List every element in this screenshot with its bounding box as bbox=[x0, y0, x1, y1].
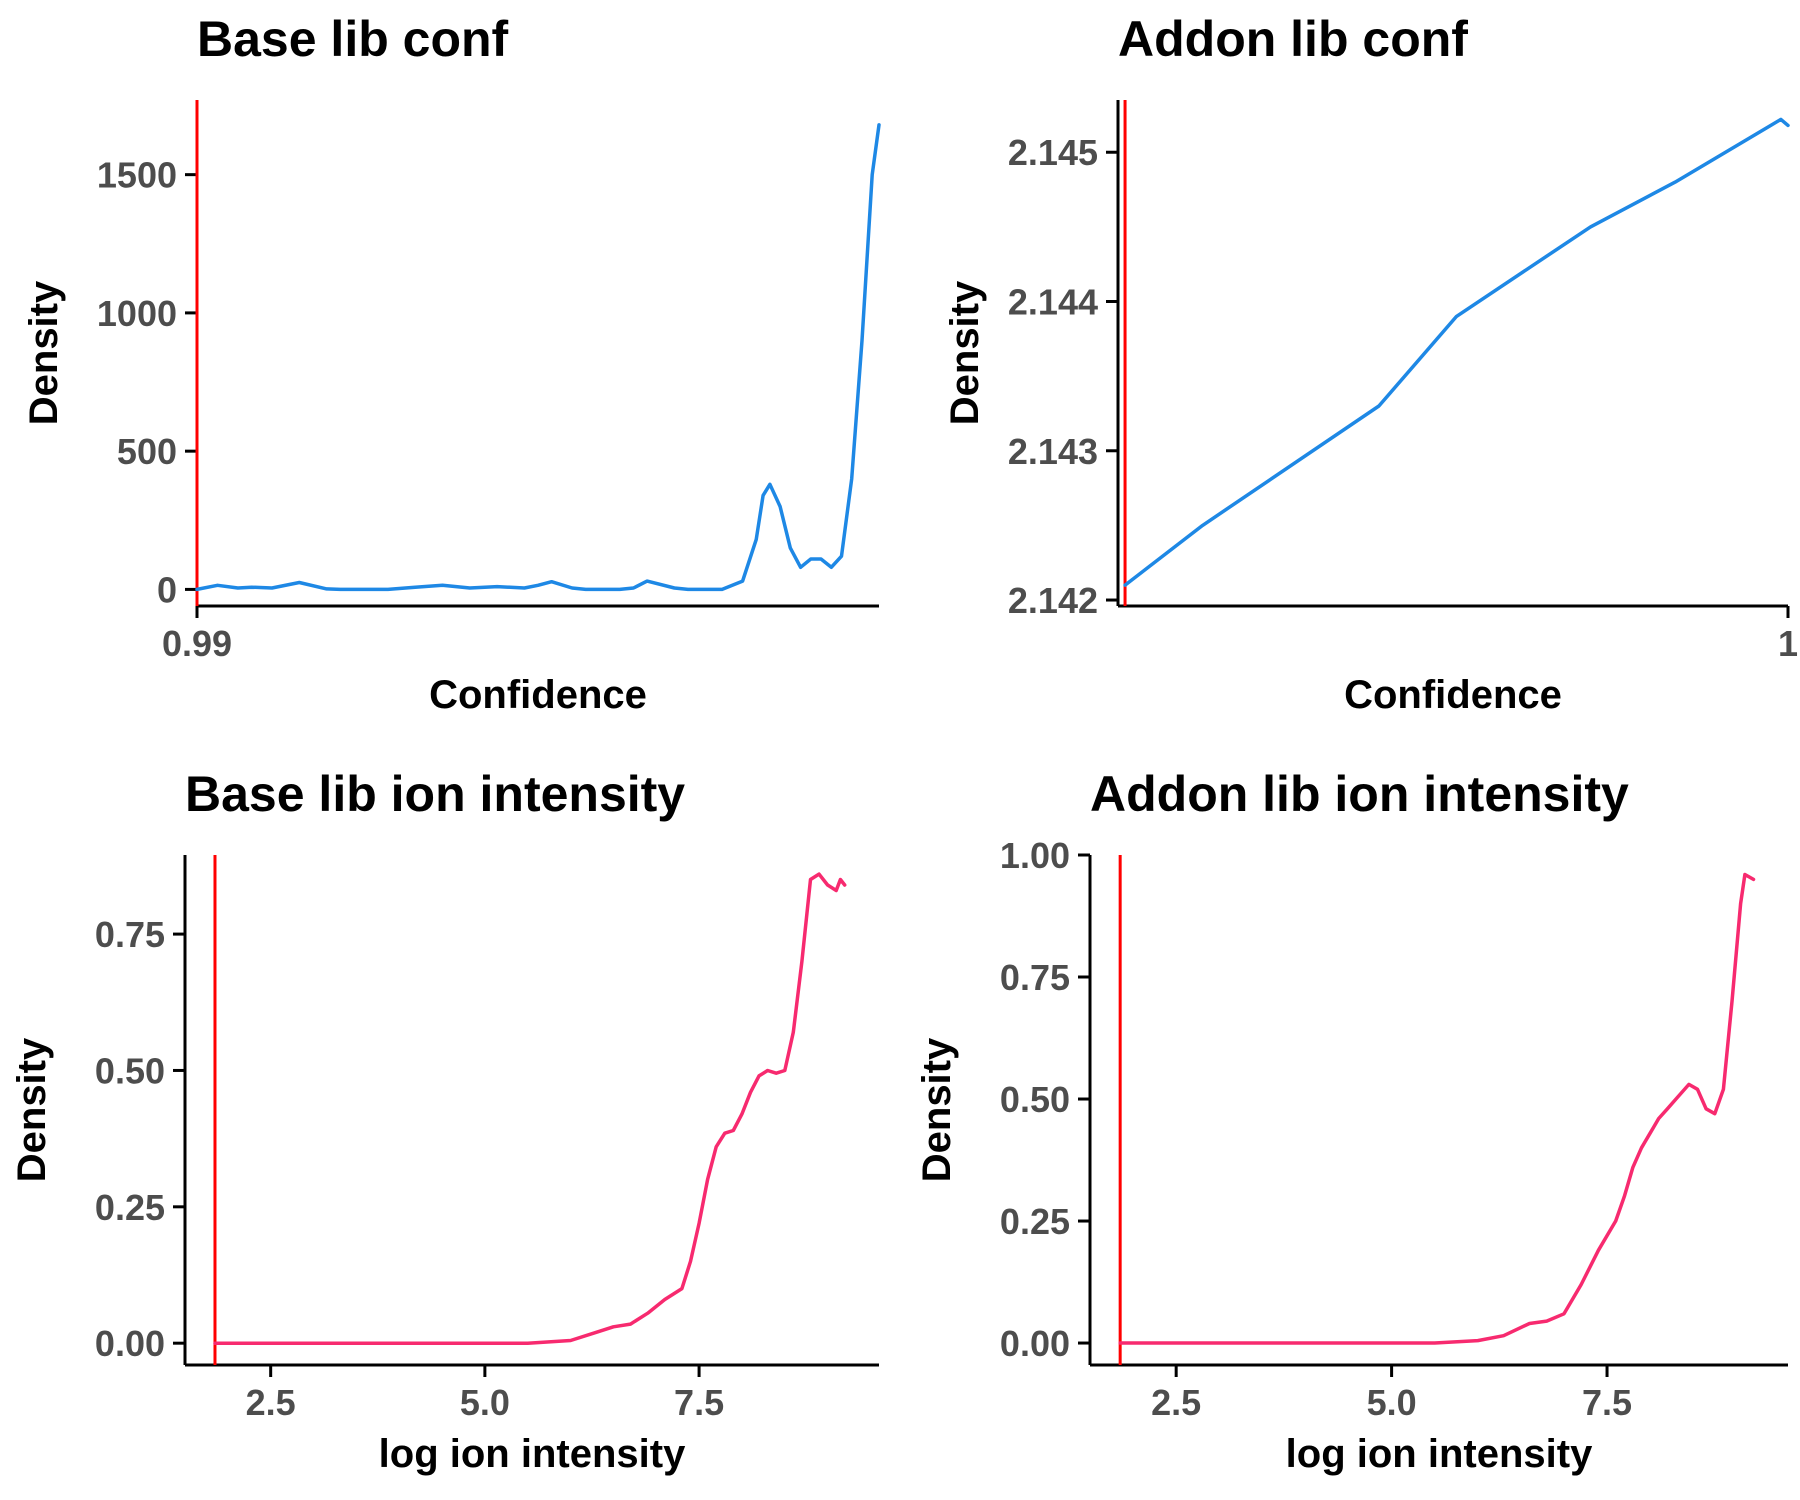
x-tick-label: 2.5 bbox=[1151, 1382, 1201, 1423]
y-axis-title: Density bbox=[22, 280, 66, 425]
density-line bbox=[1118, 872, 1756, 1345]
density-line bbox=[1123, 117, 1790, 587]
chart-title: Addon lib conf bbox=[1118, 11, 1468, 67]
y-tick-label: 0.75 bbox=[1000, 957, 1070, 998]
panel-addon-lib-conf: Addon lib conf Confidence Density 2.142 2… bbox=[943, 11, 1798, 717]
y-axis-title: Density bbox=[915, 1037, 959, 1182]
x-axis-title: log ion intensity bbox=[379, 1432, 686, 1476]
y-tick-label: 500 bbox=[117, 431, 177, 472]
y-axis-title: Density bbox=[10, 1037, 54, 1182]
chart-title: Base lib conf bbox=[197, 11, 509, 67]
x-axis-title: Confidence bbox=[429, 673, 647, 717]
x-tick-label: 0.99 bbox=[162, 623, 232, 664]
y-tick-label: 2.144 bbox=[1008, 282, 1098, 323]
y-tick-label: 0 bbox=[157, 569, 177, 610]
y-tick-label: 1000 bbox=[97, 293, 177, 334]
y-tick-label: 0.00 bbox=[95, 1323, 165, 1364]
panel-base-lib-conf: Base lib conf Confidence Density 0 500 100… bbox=[22, 11, 881, 717]
y-axis-title: Density bbox=[943, 280, 987, 425]
x-axis-title: Confidence bbox=[1344, 673, 1562, 717]
x-tick-label: 1 bbox=[1778, 623, 1798, 664]
y-tick-label: 1.00 bbox=[1000, 835, 1070, 876]
x-tick-label: 7.5 bbox=[1582, 1382, 1632, 1423]
panel-addon-lib-ion-intensity: Addon lib ion intensity log ion intensit… bbox=[915, 766, 1788, 1476]
chart-title: Addon lib ion intensity bbox=[1090, 766, 1629, 822]
density-line bbox=[213, 872, 847, 1345]
x-tick-label: 7.5 bbox=[674, 1382, 724, 1423]
y-tick-label: 0.50 bbox=[1000, 1079, 1070, 1120]
y-tick-label: 2.143 bbox=[1008, 431, 1098, 472]
x-tick-label: 2.5 bbox=[246, 1382, 296, 1423]
x-tick-label: 5.0 bbox=[1367, 1382, 1417, 1423]
chart-title: Base lib ion intensity bbox=[185, 766, 685, 822]
x-axis-title: log ion intensity bbox=[1286, 1432, 1593, 1476]
y-tick-label: 0.25 bbox=[1000, 1201, 1070, 1242]
x-tick-label: 5.0 bbox=[460, 1382, 510, 1423]
y-tick-label: 2.142 bbox=[1008, 580, 1098, 621]
y-tick-label: 0.75 bbox=[95, 914, 165, 955]
y-tick-label: 0.25 bbox=[95, 1187, 165, 1228]
panel-base-lib-ion-intensity: Base lib ion intensity log ion intensity… bbox=[10, 766, 879, 1476]
y-tick-label: 0.50 bbox=[95, 1050, 165, 1091]
y-tick-label: 0.00 bbox=[1000, 1323, 1070, 1364]
y-tick-label: 2.145 bbox=[1008, 132, 1098, 173]
density-line bbox=[195, 123, 881, 592]
y-tick-label: 1500 bbox=[97, 155, 177, 196]
